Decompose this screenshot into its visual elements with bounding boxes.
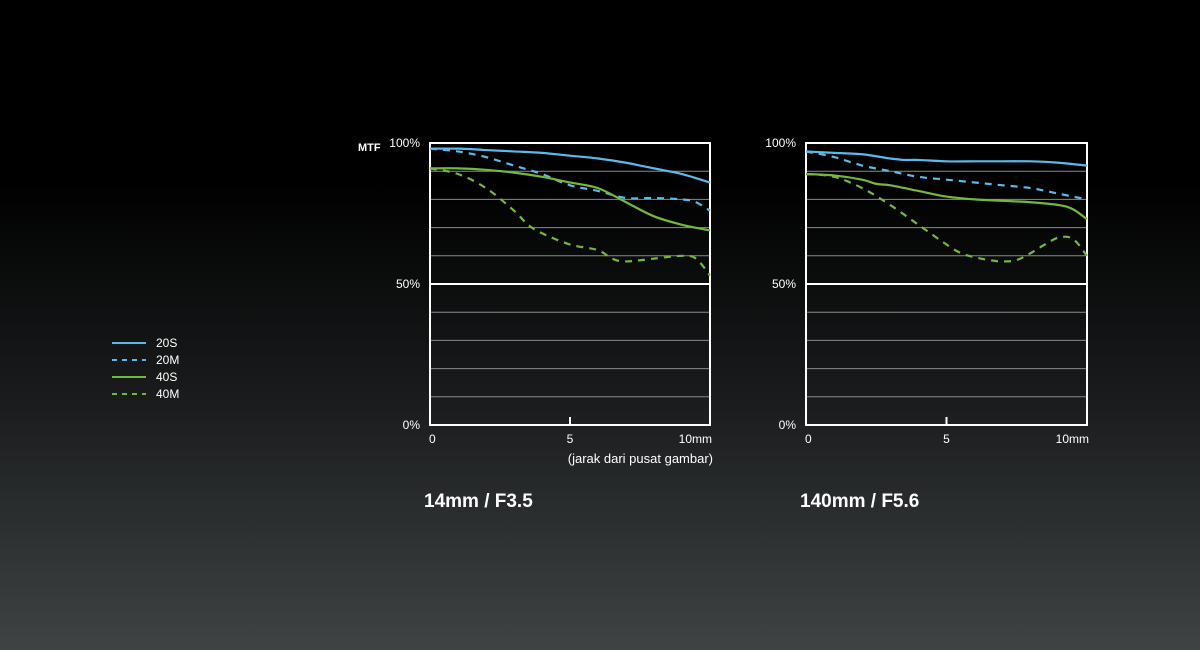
y-tick-label: 50% (772, 277, 796, 291)
x-axis-label: (jarak dari pusat gambar) (568, 451, 713, 466)
series-line-40m (429, 167, 711, 277)
legend-label: 40M (156, 387, 179, 401)
x-tick-label: 10mm (679, 432, 712, 446)
y-tick-label: 100% (389, 136, 420, 150)
y-tick-label: 0% (779, 418, 797, 432)
legend-label: 20S (156, 336, 177, 350)
x-tick-label: 10mm (1056, 432, 1089, 446)
chart-title: 14mm / F3.5 (424, 491, 533, 512)
x-tick-label: 0 (805, 432, 812, 446)
y-tick-label: 50% (396, 277, 420, 291)
y-tick-label: 0% (403, 418, 421, 432)
x-tick-label: 0 (429, 432, 436, 446)
legend-label: 20M (156, 353, 179, 367)
chart-panel-1: 0% 50% 100% 0 5 10mm (jarak dari pusat gambar)… (389, 136, 713, 512)
series-line-40m (805, 172, 1088, 263)
series-line-20s (805, 150, 1088, 167)
y-tick-label: 100% (765, 136, 796, 150)
series-line-40s (805, 172, 1088, 221)
legend: 20S 20M 40S 40M (112, 336, 179, 401)
chart-panel-2: 0% 50% 100% 0 5 10mm 140mm / F5.6 (765, 136, 1089, 512)
x-tick-label: 5 (943, 432, 950, 446)
chart-title: 140mm / F5.6 (800, 491, 919, 512)
y-axis-title: MTF (358, 142, 381, 154)
series-line-20m (805, 150, 1088, 201)
series-line-40s (429, 167, 711, 232)
legend-label: 40S (156, 370, 177, 384)
series-line-20m (429, 147, 711, 212)
series-line-20s (429, 147, 711, 184)
x-tick-label: 5 (567, 432, 574, 446)
